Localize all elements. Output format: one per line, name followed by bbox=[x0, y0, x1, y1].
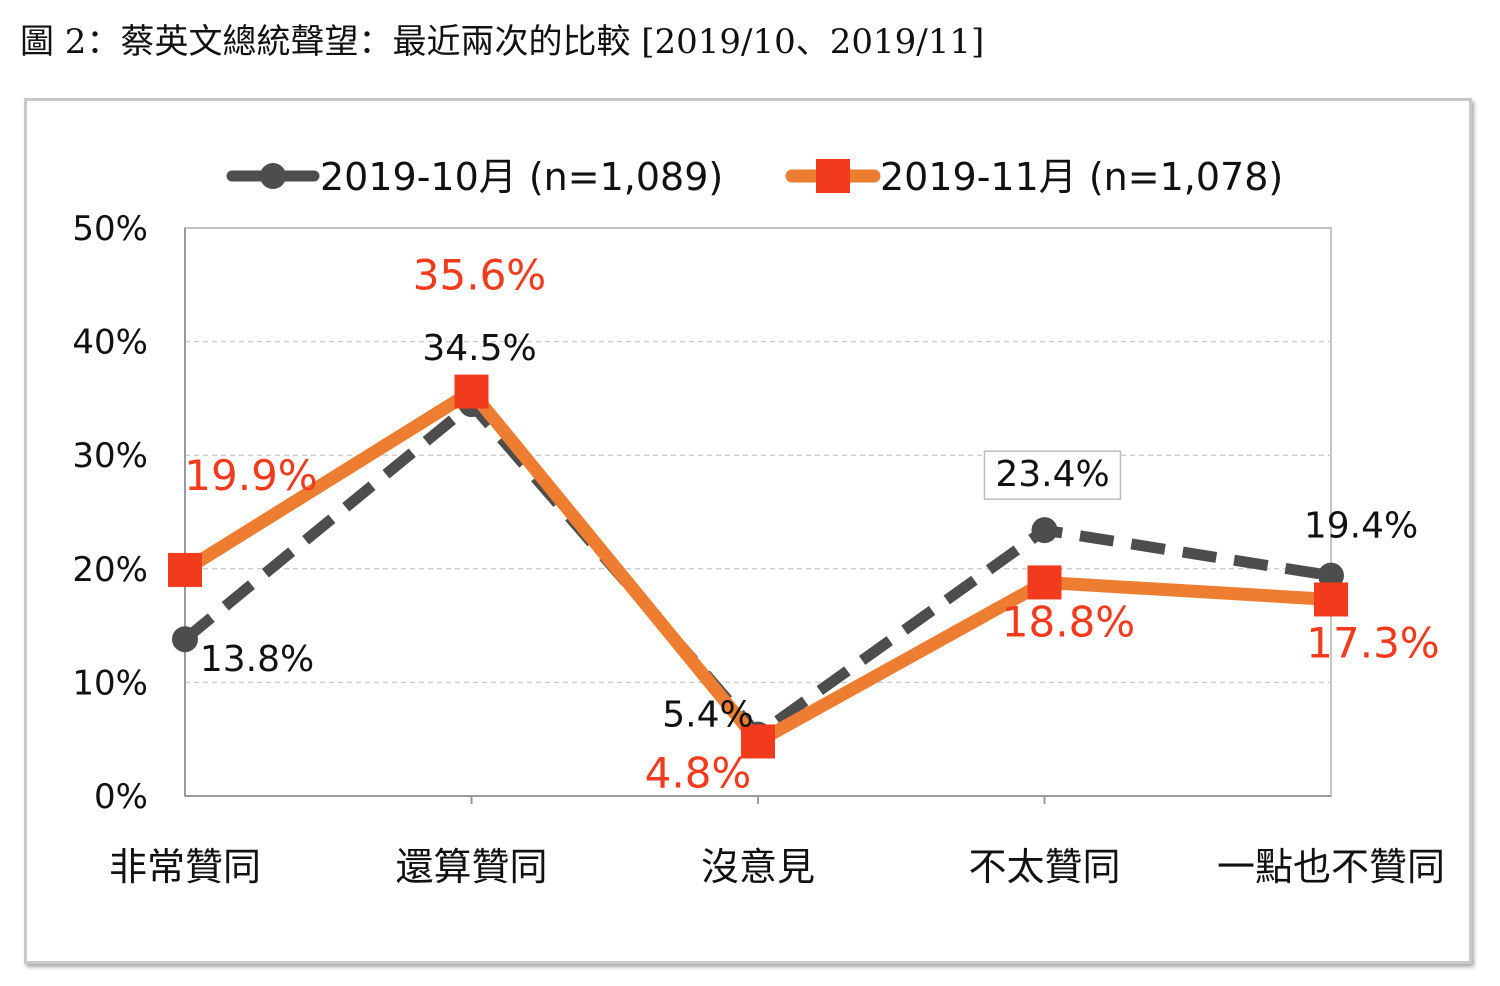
point-2019-11 bbox=[168, 552, 202, 587]
data-label-2019-10: 19.4% bbox=[1304, 506, 1418, 547]
data-label-2019-11: 35.6% bbox=[413, 251, 546, 300]
chart-frame bbox=[24, 98, 1472, 964]
data-labels: 13.8% 34.5% 5.4% 23.4% 19.4% 19.9% 35.6% 4.8% 18… bbox=[184, 251, 1439, 798]
data-label-2019-11: 4.8% bbox=[645, 748, 752, 797]
data-label-2019-10: 23.4% bbox=[995, 454, 1109, 495]
y-tick-label: 40% bbox=[72, 323, 148, 363]
data-label-2019-10: 13.8% bbox=[200, 639, 314, 680]
plot-area-border bbox=[184, 227, 1332, 797]
point-2019-11 bbox=[1314, 582, 1348, 617]
axes: 0% 10% 20% 30% 40% 50% 非常贊同 還算贊同 沒意見 不太贊同 一點也不贊同 bbox=[72, 209, 1445, 889]
y-tick-label: 50% bbox=[72, 209, 148, 249]
data-label-2019-11: 18.8% bbox=[1002, 597, 1135, 646]
grid-lines bbox=[184, 227, 1332, 797]
legend-marker-2019-11 bbox=[816, 159, 850, 193]
series-group bbox=[168, 374, 1348, 759]
point-2019-11 bbox=[741, 724, 775, 759]
legend-marker-2019-10 bbox=[260, 163, 286, 189]
y-tick-label: 10% bbox=[72, 663, 148, 703]
y-tick-label: 0% bbox=[94, 777, 148, 817]
legend-label-2019-11: 2019-11月 (n=1,078) bbox=[880, 155, 1283, 199]
y-tick-label: 30% bbox=[72, 436, 148, 476]
y-tick-label: 20% bbox=[72, 550, 148, 590]
legend: 2019-10月 (n=1,089) 2019-11月 (n=1,078) bbox=[226, 155, 1283, 199]
point-2019-11 bbox=[1027, 565, 1062, 600]
legend-label-2019-10: 2019-10月 (n=1,089) bbox=[320, 155, 723, 199]
point-2019-10 bbox=[172, 626, 198, 653]
x-tick-label: 還算贊同 bbox=[395, 845, 547, 889]
data-label-2019-11: 19.9% bbox=[184, 451, 317, 500]
x-tick-label: 不太贊同 bbox=[968, 845, 1120, 889]
data-label-2019-10: 34.5% bbox=[422, 328, 536, 369]
data-label-box bbox=[983, 450, 1122, 500]
x-tick-label: 沒意見 bbox=[701, 845, 815, 889]
point-2019-10 bbox=[1031, 517, 1058, 544]
data-label-2019-11: 17.3% bbox=[1306, 618, 1439, 667]
x-tick-label: 一點也不贊同 bbox=[1217, 845, 1445, 889]
data-label-2019-10: 5.4% bbox=[662, 695, 753, 736]
series-line-2019-11 bbox=[181, 385, 1332, 748]
x-tick-label: 非常贊同 bbox=[109, 845, 261, 889]
point-2019-10 bbox=[1318, 562, 1344, 589]
point-2019-11 bbox=[454, 374, 489, 409]
figure-title: 圖 2：蔡英文總統聲望：最近兩次的比較 [2019/10、2019/11] bbox=[20, 22, 985, 62]
